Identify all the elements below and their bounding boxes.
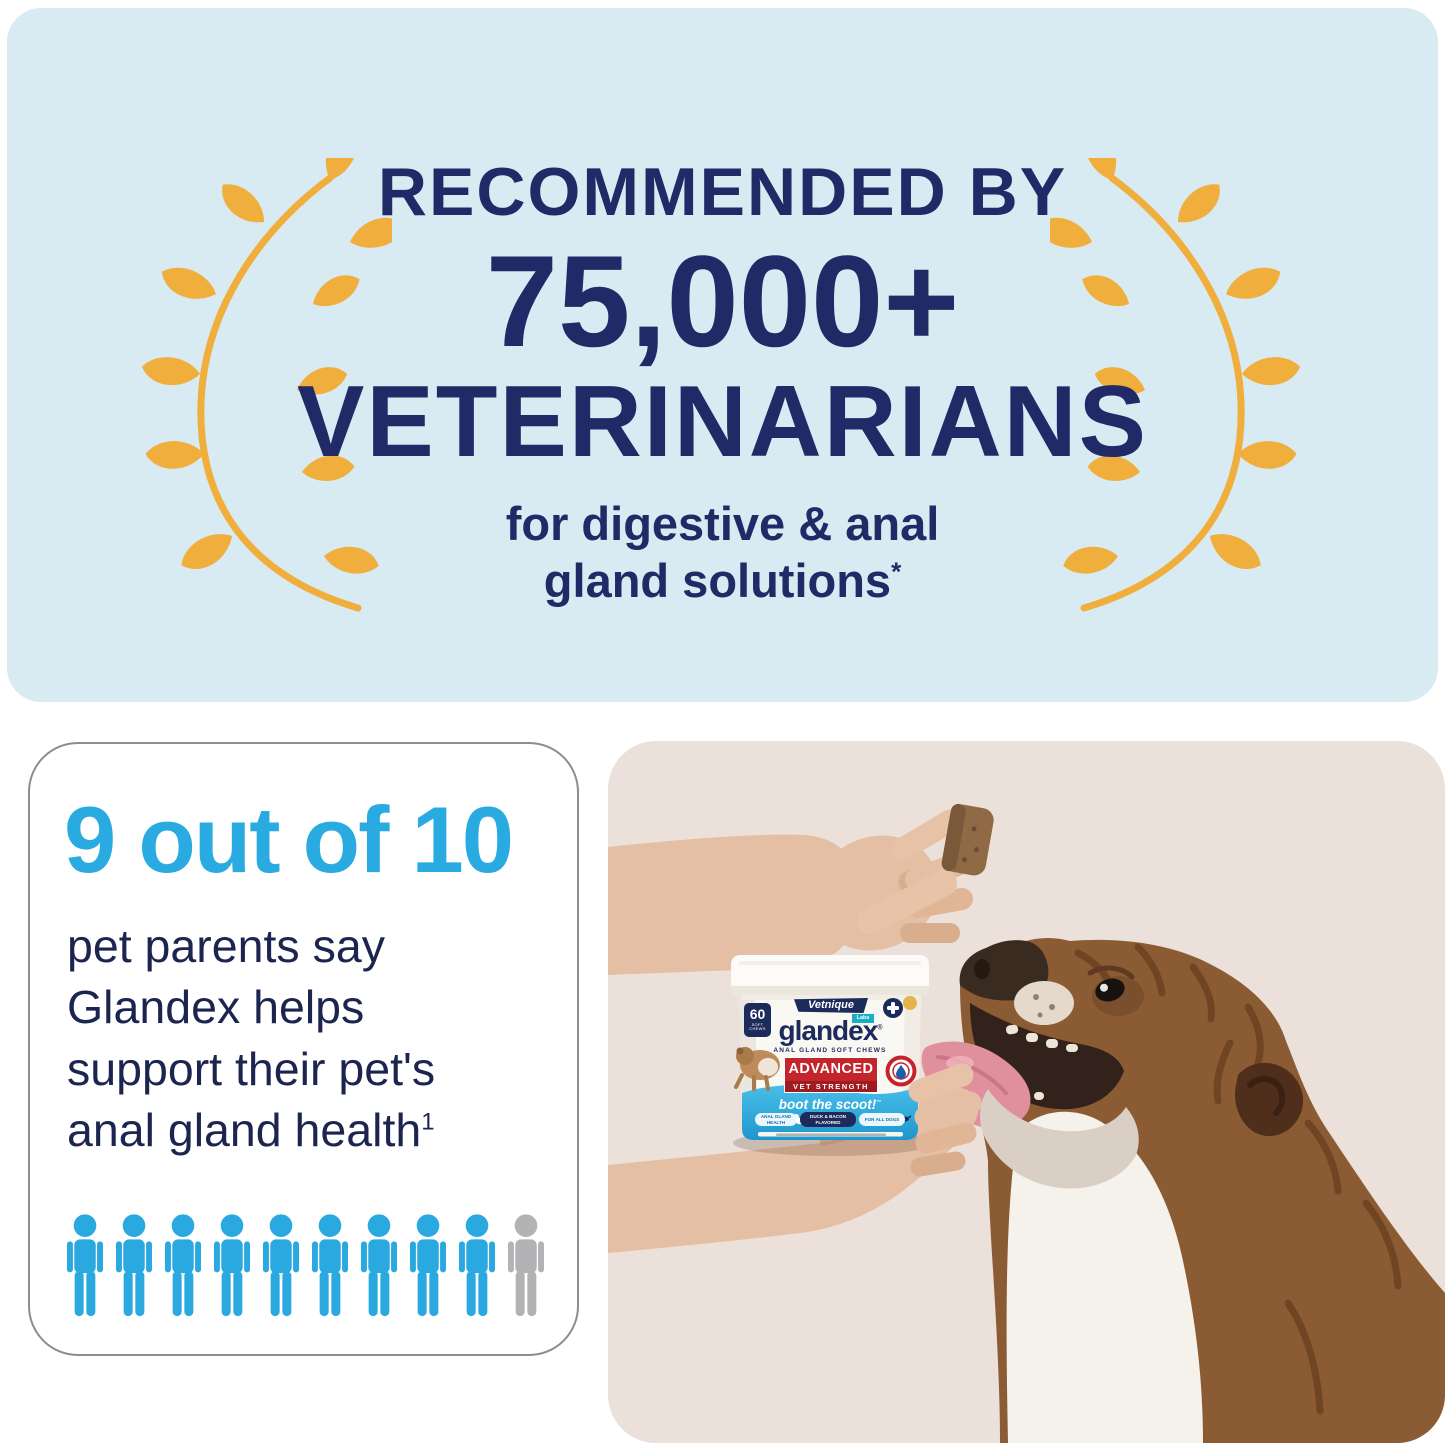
vet-seal-icon: [883, 996, 917, 1018]
label-dog-photo: [734, 1047, 780, 1091]
laurel-right-icon: [1050, 158, 1301, 612]
red-seal-icon: [885, 1055, 917, 1087]
stat-body-line: anal gland health: [67, 1104, 422, 1157]
stat-body-line: Glandex helps: [67, 981, 365, 1034]
stat-body-line: support their pet's: [67, 1042, 436, 1095]
person-icon-filled: [111, 1213, 157, 1318]
person-icon-filled: [307, 1213, 353, 1318]
stat-headline: 9 out of 10: [64, 787, 514, 892]
footnote-asterisk: *: [891, 556, 902, 587]
product-photo-scene: [608, 803, 1445, 1443]
bulldog: [921, 938, 1445, 1443]
fingers-over-jar: [908, 1063, 982, 1177]
banner-subtitle: for digestive & anal gland solutions*: [7, 495, 1438, 610]
hand-with-treat: [608, 803, 994, 975]
product-photo-panel: 60 SOFT CHEWS Vetnique Labs glandex® ANA…: [608, 741, 1445, 1443]
bulldog-chest: [1006, 1111, 1203, 1443]
treat: [941, 803, 994, 876]
banner-kicker: RECOMMENDED BY: [377, 154, 1068, 230]
banner-subtitle-line1: for digestive & anal: [505, 497, 940, 550]
bulldog-chin: [980, 1089, 1139, 1189]
person-icon-filled: [209, 1213, 255, 1318]
banner-subtitle-line2: gland solutions: [543, 554, 892, 608]
laurel-left-icon: [141, 158, 392, 612]
stat-card: 9 out of 10 pet parents say Glandex help…: [28, 742, 579, 1356]
bulldog-eye: [1095, 978, 1125, 1002]
banner-title: VETERINARIANS: [297, 366, 1148, 478]
banner-count: 75,000+: [485, 228, 960, 374]
vet-recommended-banner: RECOMMENDED BY 75,000+ VETERINARIANS for…: [7, 8, 1438, 702]
person-icon-filled: [356, 1213, 402, 1318]
glandex-jar: [731, 955, 933, 1156]
people-pictograph: [62, 1213, 549, 1318]
person-icon-filled: [258, 1213, 304, 1318]
footnote-one: 1: [421, 1108, 435, 1136]
person-icon-filled: [62, 1213, 108, 1318]
stat-body: pet parents say Glandex helps support th…: [67, 916, 435, 1162]
person-icon-filled: [405, 1213, 451, 1318]
stat-body-line: pet parents say: [67, 920, 385, 972]
person-icon-muted: [503, 1213, 549, 1318]
person-icon-filled: [160, 1213, 206, 1318]
person-icon-filled: [454, 1213, 500, 1318]
